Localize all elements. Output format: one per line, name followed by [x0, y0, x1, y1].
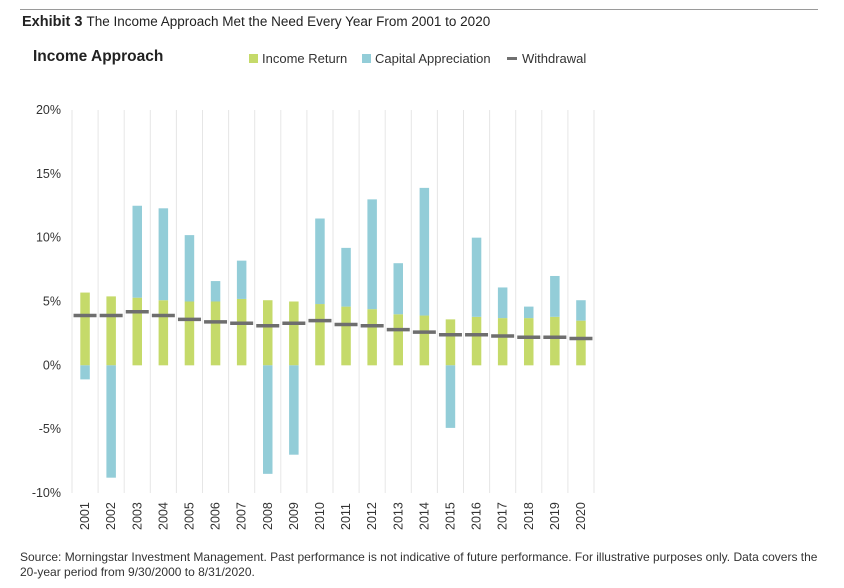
x-tick-label: 2007 [235, 502, 249, 530]
income-bar [132, 297, 142, 366]
income-bar [445, 319, 456, 366]
exhibit-heading: Exhibit 3 The Income Approach Met the Ne… [22, 14, 490, 30]
x-tick-label: 2003 [130, 502, 144, 530]
x-tick-label: 2016 [470, 502, 484, 530]
income-swatch [249, 54, 258, 63]
income-bar [263, 300, 273, 366]
legend-capital: Capital Appreciation [362, 51, 491, 66]
x-tick-label: 2009 [287, 502, 301, 530]
capital-bar [236, 260, 247, 299]
x-tick-label: 2013 [391, 502, 405, 530]
legend-capital-label: Capital Appreciation [375, 51, 491, 66]
capital-bar [184, 235, 195, 302]
income-bar [497, 318, 508, 366]
x-tick-label: 2010 [313, 502, 327, 530]
income-bar [550, 316, 560, 366]
y-tick-label: -5% [39, 422, 61, 436]
x-tick-label: 2005 [182, 502, 196, 530]
income-bar [315, 304, 325, 366]
x-tick-label: 2008 [261, 502, 275, 530]
x-tick-label: 2019 [548, 502, 562, 530]
exhibit-label: Exhibit 3 [22, 14, 83, 30]
capital-bar [289, 365, 299, 455]
legend-income-label: Income Return [262, 51, 348, 66]
x-tick-label: 2018 [522, 502, 536, 530]
income-bar [236, 298, 247, 366]
y-tick-label: 5% [43, 295, 61, 309]
capital-bar [80, 365, 90, 380]
capital-bar [106, 365, 116, 478]
x-tick-label: 2015 [443, 502, 457, 530]
capital-bar [341, 247, 351, 307]
x-tick-label: 2004 [156, 502, 170, 530]
legend-withdrawal: Withdrawal [507, 51, 586, 66]
income-bar [576, 320, 586, 366]
capital-bar [497, 287, 508, 319]
capital-bar [524, 306, 534, 319]
source-note: Source: Morningstar Investment Managemen… [20, 550, 818, 579]
capital-bar [576, 300, 586, 321]
capital-bar [471, 237, 482, 317]
y-tick-label: 10% [36, 231, 61, 245]
income-bar [210, 301, 221, 366]
income-bar [367, 309, 377, 366]
income-bar [524, 318, 534, 366]
capital-bar [315, 218, 325, 305]
income-bar [471, 316, 482, 366]
capital-swatch [362, 54, 371, 63]
x-tick-label: 2006 [209, 502, 223, 530]
legend-withdrawal-label: Withdrawal [522, 51, 587, 66]
y-tick-label: 15% [36, 167, 61, 181]
chart-title: Income Approach [33, 48, 164, 65]
top-rule [20, 9, 818, 10]
income-bar [341, 306, 351, 366]
capital-bar [367, 199, 377, 310]
capital-bar [158, 208, 169, 301]
y-tick-label: 20% [36, 103, 61, 117]
income-bar [106, 296, 116, 366]
income-bar [80, 292, 90, 366]
capital-bar [419, 187, 430, 316]
x-tick-label: 2020 [574, 502, 588, 530]
capital-bar [550, 275, 560, 317]
x-tick-label: 2001 [78, 502, 92, 530]
income-bar [184, 301, 195, 366]
x-tick-label: 2012 [365, 502, 379, 530]
withdrawal-dash [507, 57, 517, 60]
income-bar [289, 301, 299, 366]
capital-bar [263, 365, 273, 474]
income-bar [419, 315, 430, 366]
capital-bar [445, 365, 456, 428]
x-tick-label: 2017 [496, 502, 510, 530]
x-tick-label: 2014 [417, 502, 431, 530]
y-tick-label: 0% [43, 358, 61, 372]
legend-income: Income Return [249, 51, 347, 66]
income-bar [393, 314, 403, 366]
capital-bar [393, 263, 403, 315]
exhibit-title: The Income Approach Met the Need Every Y… [86, 14, 491, 29]
capital-bar [210, 281, 221, 302]
income-bar [158, 300, 169, 366]
y-tick-label: -10% [32, 486, 61, 500]
x-tick-label: 2011 [339, 503, 353, 530]
x-tick-label: 2002 [104, 502, 118, 530]
capital-bar [132, 205, 142, 298]
